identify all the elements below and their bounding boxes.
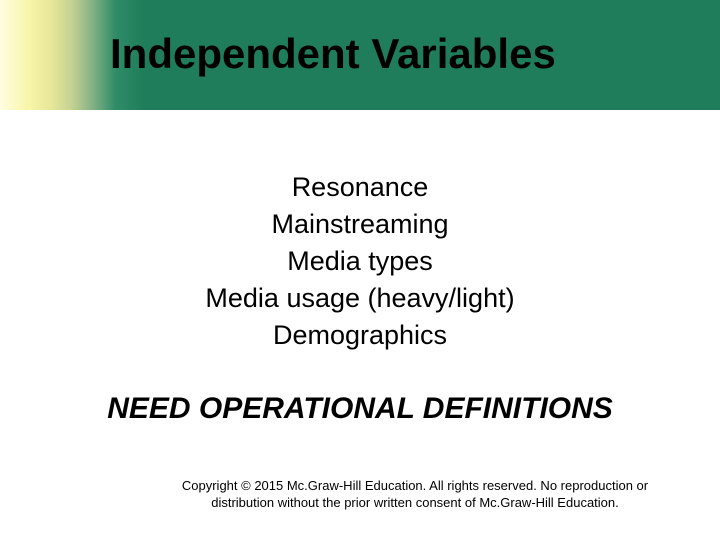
- copyright-notice: Copyright © 2015 Mc.Graw-Hill Education.…: [0, 477, 720, 512]
- list-item: Media types: [0, 244, 720, 279]
- list-item: Mainstreaming: [0, 207, 720, 242]
- copyright-line: Copyright © 2015 Mc.Graw-Hill Education.…: [182, 478, 648, 493]
- list-item: Resonance: [0, 170, 720, 205]
- callout-text: NEED OPERATIONAL DEFINITIONS: [0, 392, 720, 426]
- slide-title: Independent Variables: [110, 30, 556, 78]
- list-item: Media usage (heavy/light): [0, 281, 720, 316]
- copyright-line: distribution without the prior written c…: [211, 495, 619, 510]
- variables-list: Resonance Mainstreaming Media types Medi…: [0, 170, 720, 355]
- list-item: Demographics: [0, 318, 720, 353]
- header-band: Independent Variables: [0, 0, 720, 110]
